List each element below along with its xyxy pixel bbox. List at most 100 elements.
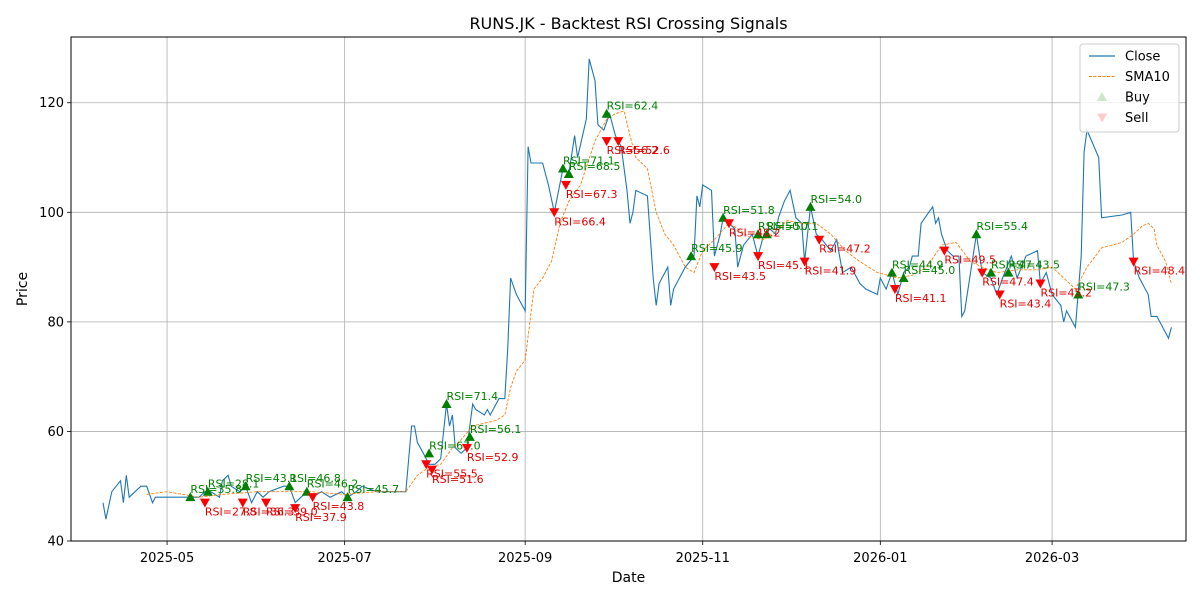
sell-signal-label: RSI=49.5 [944,254,996,267]
buy-signal-label: RSI=44.9 [892,259,944,272]
sell-signal-label: RSI=45.2 [1040,287,1092,300]
y-tick-label: 40 [47,535,64,550]
buy-signal-label: RSI=45.0 [904,264,956,277]
buy-marker [424,448,435,458]
sell-marker [307,493,318,503]
buy-marker [563,168,574,178]
sell-marker [426,465,437,475]
x-tick-label: 2025-09 [498,551,552,566]
sell-signal-label: RSI=67.3 [566,188,618,201]
buy-signal-label: RSI=51.8 [723,204,775,217]
sell-signal-label: RSI=48.2 [729,226,781,239]
y-tick-label: 100 [39,206,64,221]
x-axis: 2025-05 2025-07 2025-09 2025-11 2026-01 2026-… [140,541,1079,566]
sell-marker [613,137,624,147]
sell-marker [1128,257,1139,267]
sell-marker [994,290,1005,300]
buy-signal-label: RSI=43.1 [246,472,298,485]
y-tick-label: 80 [47,315,64,330]
legend: Close SMA10 Buy Sell [1079,43,1180,133]
grid [71,37,1186,542]
buy-signal-label: RSI=55.4 [976,220,1028,233]
buy-signal-label: RSI=46.8 [289,472,341,485]
sell-marker [461,443,472,453]
sell-marker [799,257,810,267]
sma10-line [146,110,1172,498]
chart-title: RUNS.JK - Backtest RSI Crossing Signals [469,14,787,33]
x-axis-title: Date [612,570,645,586]
legend-label: SMA10 [1125,70,1170,85]
sell-signal-label: RSI=41.9 [805,265,857,278]
buy-signal-label: RSI=71.1 [563,154,615,167]
x-tick-label: 2025-07 [317,551,371,566]
sell-signal-label: RSI=52.6 [618,144,670,157]
buy-marker [601,108,612,118]
buy-marker [761,229,772,239]
sell-signal-label: RSI=56.2 [607,144,659,157]
y-axis-title: Price [15,272,31,306]
sell-marker [601,137,612,147]
legend-box [1079,43,1180,133]
sell-signal-label: RSI=41.1 [895,292,947,305]
sell-marker [560,180,571,190]
buy-signal-label: RSI=71.4 [447,390,499,403]
plot-frame [70,36,1187,542]
x-tick-label: 2025-05 [140,551,194,566]
buy-signal-label: RSI=54.0 [810,193,862,206]
legend-label: Buy [1125,91,1150,106]
buy-signal-label: RSI=56.1 [470,423,522,436]
sell-marker [709,263,720,273]
buy-marker [464,431,475,441]
buy-signal-label: RSI=45.7 [348,483,400,496]
y-tick-label: 120 [39,96,64,111]
sell-marker [814,235,825,245]
buy-marker [898,273,909,283]
buy-marker [985,267,996,277]
x-tick-label: 2026-01 [853,551,907,566]
sell-marker [889,285,900,294]
sell-signal-label: RSI=52.9 [467,451,519,464]
y-axis: 40 60 80 100 120 [39,96,71,550]
sell-signal-label: RSI=43.4 [1000,297,1052,310]
y-tick-label: 60 [47,425,64,440]
sell-signal-label: RSI=39.0 [266,506,318,519]
sell-signal-label: RSI=43.8 [313,500,365,513]
sell-signal-label: RSI=55.5 [426,467,478,480]
sell-signal-label: RSI=37.9 [295,511,347,524]
buy-marker [240,481,251,491]
buy-marker [284,481,295,491]
close-line [102,58,1172,520]
sell-marker [753,252,764,262]
plot-area: RSI=35.8RSI=28.1RSI=43.1RSI=46.8RSI=46.2… [102,58,1186,524]
buy-signal-label: RSI=43.5 [1008,259,1060,272]
sell-marker [421,460,432,470]
sell-signal-label: RSI=36.3 [243,506,295,519]
buy-marker [1073,289,1084,299]
sell-signal-label: RSI=48.4 [1134,265,1186,278]
buy-marker [1003,267,1014,277]
sell-signal-label: RSI=47.2 [819,243,871,256]
buy-signal-label: RSI=50.1 [767,220,819,233]
buy-marker [441,399,452,409]
sell-marker [237,498,248,508]
buy-signal-label: RSI=45.9 [691,242,743,255]
buy-marker [753,229,764,239]
buy-marker [805,201,816,211]
buy-marker [886,267,897,277]
sell-signal-label: RSI=66.4 [554,215,606,228]
buy-marker [686,251,697,261]
sell-marker [199,498,210,508]
buy-signal-label: RSI=47.3 [1078,280,1130,293]
buy-marker [342,492,353,502]
sell-marker [939,246,950,256]
buy-signal-label: RSI=46.2 [307,478,359,491]
sell-marker [549,208,560,218]
sell-marker [723,219,734,229]
sell-signal-label: RSI=27.8 [205,506,257,519]
x-tick-label: 2025-11 [676,551,730,566]
sell-signal-label: RSI=45.1 [758,259,810,272]
sell-signal-label: RSI=47.4 [982,276,1034,289]
sell-signal-label: RSI=43.5 [714,270,766,283]
buy-marker [202,486,213,496]
